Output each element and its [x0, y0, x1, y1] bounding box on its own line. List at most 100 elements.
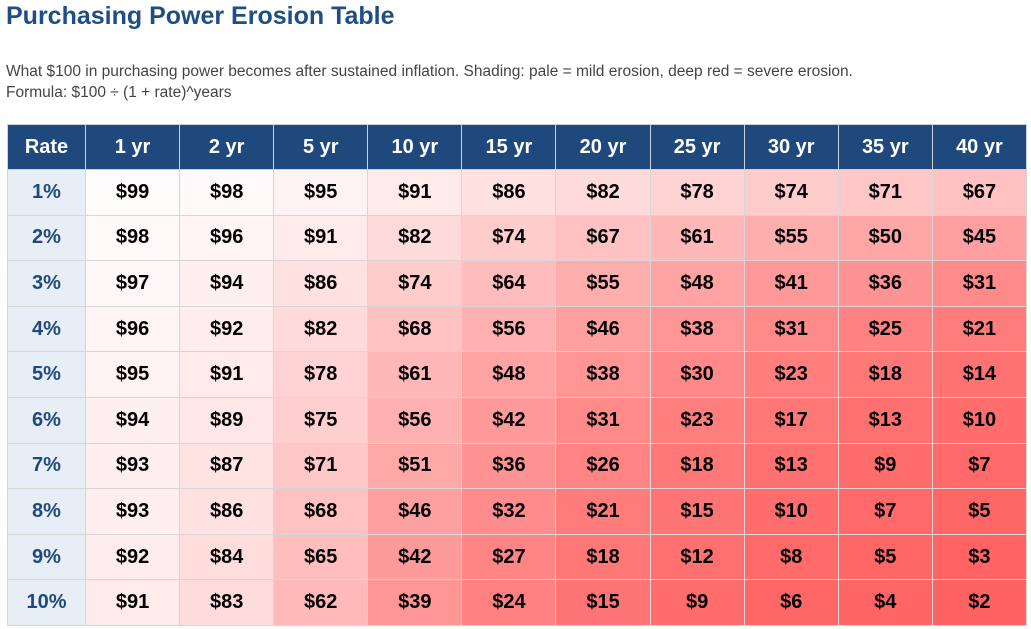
value-cell: $42	[461, 396, 557, 444]
rate-cell: 5%	[7, 351, 86, 398]
value-cell: $15	[555, 579, 651, 626]
value-cell: $61	[367, 351, 463, 398]
value-cell: $87	[179, 442, 275, 490]
value-cell: $62	[273, 579, 369, 626]
value-cell: $48	[649, 260, 745, 307]
value-cell: $96	[179, 214, 275, 262]
value-cell: $5	[837, 533, 933, 581]
value-cell: $15	[649, 488, 745, 535]
value-cell: $10	[931, 396, 1028, 444]
value-cell: $36	[461, 442, 557, 490]
table-row: 2% $98 $96 $91 $82 $74 $67 $61 $55 $50 $45	[7, 214, 1028, 262]
value-cell: $82	[367, 214, 463, 262]
value-cell: $32	[461, 488, 557, 535]
value-cell: $86	[273, 260, 369, 307]
value-cell: $27	[461, 533, 557, 581]
value-cell: $21	[555, 488, 651, 535]
value-cell: $31	[555, 396, 651, 444]
value-cell: $18	[555, 533, 651, 581]
column-header: 5 yr	[273, 124, 369, 170]
table-row: 3% $97 $94 $86 $74 $64 $55 $48 $41 $36 $31	[7, 260, 1028, 307]
value-cell: $13	[837, 396, 933, 444]
value-cell: $82	[555, 169, 651, 216]
value-cell: $39	[367, 579, 463, 626]
value-cell: $99	[84, 169, 181, 216]
value-cell: $89	[179, 396, 275, 444]
value-cell: $50	[837, 214, 933, 262]
value-cell: $74	[743, 169, 839, 216]
column-header: 10 yr	[367, 124, 463, 170]
table-row: 7% $93 $87 $71 $51 $36 $26 $18 $13 $9 $7	[7, 442, 1028, 490]
value-cell: $78	[273, 351, 369, 398]
column-header: 25 yr	[649, 124, 745, 170]
value-cell: $30	[649, 351, 745, 398]
rate-cell: 6%	[7, 396, 86, 444]
value-cell: $71	[273, 442, 369, 490]
value-cell: $18	[649, 442, 745, 490]
value-cell: $36	[837, 260, 933, 307]
table-row: 9% $92 $84 $65 $42 $27 $18 $12 $8 $5 $3	[7, 533, 1028, 581]
value-cell: $21	[931, 305, 1028, 353]
value-cell: $67	[555, 214, 651, 262]
value-cell: $5	[931, 488, 1028, 535]
column-header: 15 yr	[461, 124, 557, 170]
value-cell: $23	[649, 396, 745, 444]
value-cell: $38	[555, 351, 651, 398]
rate-cell: 1%	[7, 169, 86, 216]
value-cell: $91	[273, 214, 369, 262]
value-cell: $14	[931, 351, 1028, 398]
rate-cell: 7%	[7, 442, 86, 490]
value-cell: $2	[931, 579, 1028, 626]
subtitle: What $100 in purchasing power becomes af…	[6, 63, 853, 80]
value-cell: $95	[84, 351, 181, 398]
value-cell: $97	[84, 260, 181, 307]
value-cell: $98	[179, 169, 275, 216]
value-cell: $46	[367, 488, 463, 535]
value-cell: $12	[649, 533, 745, 581]
value-cell: $55	[555, 260, 651, 307]
value-cell: $41	[743, 260, 839, 307]
rate-cell: 3%	[7, 260, 86, 307]
value-cell: $7	[931, 442, 1028, 490]
value-cell: $9	[649, 579, 745, 626]
value-cell: $51	[367, 442, 463, 490]
value-cell: $83	[179, 579, 275, 626]
value-cell: $45	[931, 214, 1028, 262]
value-cell: $4	[837, 579, 933, 626]
rate-cell: 10%	[7, 579, 86, 626]
value-cell: $3	[931, 533, 1028, 581]
rate-cell: 4%	[7, 305, 86, 353]
value-cell: $67	[931, 169, 1028, 216]
value-cell: $65	[273, 533, 369, 581]
rate-cell: 8%	[7, 488, 86, 535]
value-cell: $6	[743, 579, 839, 626]
value-cell: $95	[273, 169, 369, 216]
value-cell: $91	[179, 351, 275, 398]
column-header: 30 yr	[743, 124, 839, 170]
value-cell: $71	[837, 169, 933, 216]
table-row: 6% $94 $89 $75 $56 $42 $31 $23 $17 $13 $10	[7, 396, 1028, 444]
value-cell: $93	[84, 442, 181, 490]
value-cell: $9	[837, 442, 933, 490]
value-cell: $48	[461, 351, 557, 398]
column-header: Rate	[7, 124, 86, 170]
value-cell: $93	[84, 488, 181, 535]
value-cell: $94	[179, 260, 275, 307]
header-row: Rate 1 yr 2 yr 5 yr 10 yr 15 yr 20 yr 25 yr 30 y…	[7, 124, 1028, 170]
column-header: 1 yr	[84, 124, 181, 170]
value-cell: $98	[84, 214, 181, 262]
value-cell: $24	[461, 579, 557, 626]
value-cell: $96	[84, 305, 181, 353]
value-cell: $94	[84, 396, 181, 444]
table-row: 1% $99 $98 $95 $91 $86 $82 $78 $74 $71 $67	[7, 169, 1028, 216]
value-cell: $86	[461, 169, 557, 216]
value-cell: $84	[179, 533, 275, 581]
value-cell: $75	[273, 396, 369, 444]
formula: Formula: $100 ÷ (1 + rate)^years	[6, 84, 232, 101]
column-header: 2 yr	[179, 124, 275, 170]
value-cell: $8	[743, 533, 839, 581]
table-row: 4% $96 $92 $82 $68 $56 $46 $38 $31 $25 $21	[7, 305, 1028, 353]
column-header: 20 yr	[555, 124, 651, 170]
value-cell: $68	[273, 488, 369, 535]
